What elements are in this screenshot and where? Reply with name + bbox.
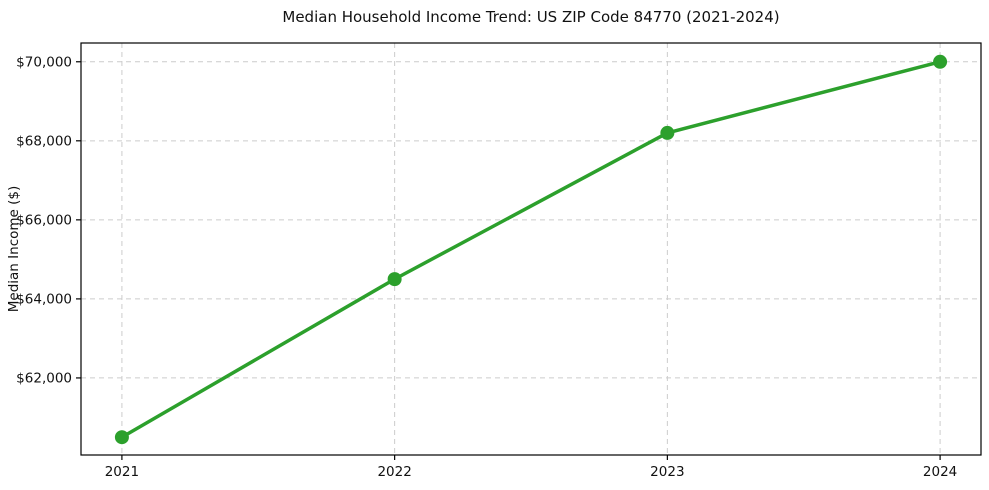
axes-spines bbox=[80, 42, 982, 456]
x-tick-label: 2022 bbox=[377, 464, 411, 480]
x-tick-label: 2023 bbox=[650, 464, 684, 480]
x-tick-label: 2021 bbox=[105, 464, 139, 480]
data-point-2024 bbox=[933, 54, 948, 69]
y-tick-label: $62,000 bbox=[16, 370, 72, 386]
income-trend-line bbox=[120, 60, 942, 439]
x-tick-label: 2024 bbox=[923, 464, 957, 480]
y-tick-label: $66,000 bbox=[16, 212, 72, 228]
data-point-2023 bbox=[660, 125, 675, 140]
data-point-2021 bbox=[114, 430, 129, 445]
chart-title: Median Household Income Trend: US ZIP Co… bbox=[282, 8, 780, 26]
y-tick-label: $70,000 bbox=[16, 54, 72, 70]
y-tick-label: $68,000 bbox=[16, 133, 72, 149]
y-tick-label: $64,000 bbox=[16, 291, 72, 307]
data-point-2022 bbox=[387, 272, 402, 287]
